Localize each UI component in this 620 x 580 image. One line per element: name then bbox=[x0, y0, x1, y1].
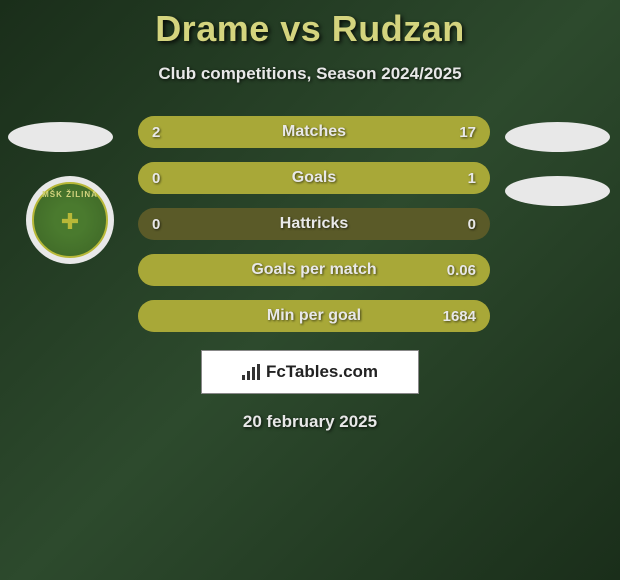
stat-label: Goals per match bbox=[251, 261, 376, 279]
stat-value-right: 17 bbox=[459, 124, 476, 141]
stat-row-matches: 2 Matches 17 bbox=[138, 116, 490, 148]
stat-label: Matches bbox=[282, 123, 346, 141]
stat-value-left: 0 bbox=[152, 170, 160, 187]
subtitle: Club competitions, Season 2024/2025 bbox=[0, 64, 620, 84]
stat-row-min-per-goal: Min per goal 1684 bbox=[138, 300, 490, 332]
stat-value-right: 1684 bbox=[443, 308, 476, 325]
stat-value-right: 1 bbox=[468, 170, 476, 187]
club-badge: MŠK ŽILINA ✚ bbox=[26, 176, 114, 264]
bar-chart-icon bbox=[242, 364, 262, 380]
stat-label: Min per goal bbox=[267, 307, 361, 325]
stat-row-hattricks: 0 Hattricks 0 bbox=[138, 208, 490, 240]
stats-area: 2 Matches 17 0 Goals 1 0 Hattricks 0 Goa… bbox=[138, 116, 490, 332]
player-avatar-right-1 bbox=[505, 122, 610, 152]
fctables-text: FcTables.com bbox=[266, 362, 378, 382]
club-badge-inner: MŠK ŽILINA ✚ bbox=[32, 182, 108, 258]
stat-row-goals: 0 Goals 1 bbox=[138, 162, 490, 194]
page-title: Drame vs Rudzan bbox=[0, 8, 620, 50]
stat-value-left: 2 bbox=[152, 124, 160, 141]
stat-row-goals-per-match: Goals per match 0.06 bbox=[138, 254, 490, 286]
player-avatar-right-2 bbox=[505, 176, 610, 206]
stat-label: Goals bbox=[292, 169, 336, 187]
date-text: 20 february 2025 bbox=[0, 412, 620, 432]
fctables-watermark[interactable]: FcTables.com bbox=[201, 350, 419, 394]
stat-value-right: 0.06 bbox=[447, 262, 476, 279]
stat-label: Hattricks bbox=[280, 215, 348, 233]
stat-value-right: 0 bbox=[468, 216, 476, 233]
club-cross-icon: ✚ bbox=[61, 209, 79, 235]
club-name: MŠK ŽILINA bbox=[42, 190, 98, 199]
player-avatar-left bbox=[8, 122, 113, 152]
stat-value-left: 0 bbox=[152, 216, 160, 233]
